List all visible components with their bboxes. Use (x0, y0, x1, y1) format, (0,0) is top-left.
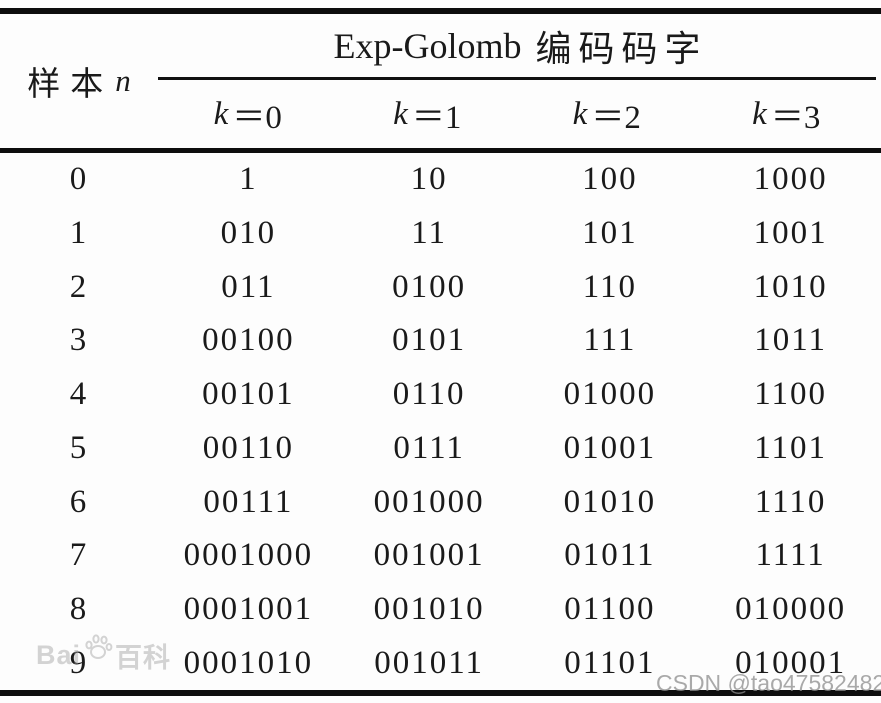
k3-value: ＝3 (770, 100, 821, 136)
k3-header: k ＝3 (697, 80, 877, 148)
table-row: 8 0001001 001010 01100 010000 (0, 583, 881, 637)
cell-k1: 0111 (393, 429, 465, 466)
cell-k1: 001000 (373, 483, 485, 520)
sample-variable: n (115, 63, 131, 98)
cell-k3: 010000 (735, 590, 847, 627)
cell-n: 8 (69, 590, 89, 627)
cell-k2: 01001 (563, 429, 657, 466)
cell-k1: 0101 (392, 322, 467, 359)
cell-k2: 111 (583, 322, 637, 359)
cell-k3: 1001 (753, 215, 828, 252)
table-row: 0 1 10 100 1000 (0, 153, 881, 207)
k2-value: ＝2 (591, 100, 641, 136)
cell-k0: 011 (221, 268, 276, 305)
sample-label: 样本 (27, 67, 114, 103)
k3-var: k (752, 95, 767, 132)
cell-k3: 1000 (753, 161, 828, 198)
cell-k1: 0110 (392, 376, 466, 413)
table-row: 2 011 0100 110 1010 (0, 260, 881, 314)
cell-k2: 01100 (564, 590, 656, 627)
k0-var: k (213, 95, 229, 132)
cell-k2: 01010 (563, 483, 657, 520)
cell-n: 7 (69, 537, 89, 574)
cell-k2: 100 (582, 161, 638, 198)
header-divider-rule (158, 77, 876, 80)
cell-n: 1 (69, 215, 89, 252)
table-body: 0 1 10 100 1000 1 010 11 101 1001 2 011 … (0, 153, 881, 690)
cell-k3: 1010 (753, 268, 828, 305)
cell-k3: 1101 (754, 429, 828, 466)
group-title-latin: Exp-Golomb (333, 25, 522, 66)
table-row: 6 00111 001000 01010 1110 (0, 475, 881, 529)
cell-k0: 00111 (203, 483, 294, 520)
cell-k2: 110 (582, 268, 638, 305)
cell-k3: 1011 (754, 322, 828, 359)
cell-n: 4 (69, 376, 89, 413)
cell-k1: 001011 (374, 644, 485, 681)
cell-k0: 0001010 (183, 644, 314, 681)
k1-header: k ＝1 (338, 80, 518, 148)
cell-k1: 11 (411, 215, 448, 252)
cell-n: 6 (69, 483, 89, 520)
table-row: 9 0001010 001011 01101 010001 (0, 636, 881, 690)
table-row: 1 010 11 101 1001 (0, 207, 881, 261)
cell-k0: 00100 (202, 322, 295, 359)
k0-header: k ＝0 (158, 80, 338, 148)
cell-k0: 1 (239, 161, 258, 198)
table-row: 5 00110 0111 01001 1101 (0, 422, 881, 476)
table-row: 3 00100 0101 111 1011 (0, 314, 881, 368)
cell-k2: 01000 (563, 376, 657, 413)
table-row: 7 0001000 001001 01011 1111 (0, 529, 881, 583)
cell-k1: 001001 (373, 537, 485, 574)
k-header-row: k ＝0 k ＝1 k ＝2 k ＝3 (158, 80, 876, 148)
cell-n: 2 (69, 268, 89, 305)
header-body-rule (0, 148, 881, 153)
group-title: Exp-Golomb 编码码字 (158, 14, 876, 77)
codeword-header-group: Exp-Golomb 编码码字 k ＝0 k ＝1 k ＝2 k ＝3 (158, 14, 881, 148)
bottom-rule (0, 690, 881, 696)
k1-var: k (393, 95, 408, 132)
k1-value: ＝1 (411, 100, 462, 136)
group-title-cjk: 编码码字 (535, 28, 708, 69)
cell-k3: 010001 (735, 644, 847, 681)
cell-n: 5 (69, 429, 89, 466)
cell-k1: 0100 (392, 268, 467, 305)
cell-k2: 01101 (564, 644, 656, 681)
cell-k0: 00110 (202, 429, 295, 466)
cell-k0: 0001001 (183, 590, 314, 627)
k0-value: ＝0 (232, 100, 282, 136)
sample-column-header: 样本 n (0, 14, 158, 148)
cell-k1: 001010 (373, 590, 485, 627)
cell-k0: 00101 (202, 376, 295, 413)
cell-n: 3 (69, 322, 89, 359)
cell-k0: 0001000 (183, 537, 314, 574)
cell-k2: 101 (582, 215, 638, 252)
cell-k3: 1110 (754, 483, 827, 520)
cell-n: 9 (69, 644, 89, 681)
cell-k2: 01011 (564, 537, 656, 574)
table-header: 样本 n Exp-Golomb 编码码字 k ＝0 k ＝1 k ＝2 k ＝3 (0, 14, 881, 148)
cell-k3: 1100 (754, 376, 828, 413)
cell-k1: 10 (410, 161, 448, 198)
cell-n: 0 (69, 161, 89, 198)
k2-header: k ＝2 (517, 80, 697, 148)
cell-k3: 1111 (755, 537, 826, 574)
table-row: 4 00101 0110 01000 1100 (0, 368, 881, 422)
cell-k0: 010 (220, 215, 277, 252)
k2-var: k (572, 95, 588, 132)
top-rule (0, 8, 881, 14)
